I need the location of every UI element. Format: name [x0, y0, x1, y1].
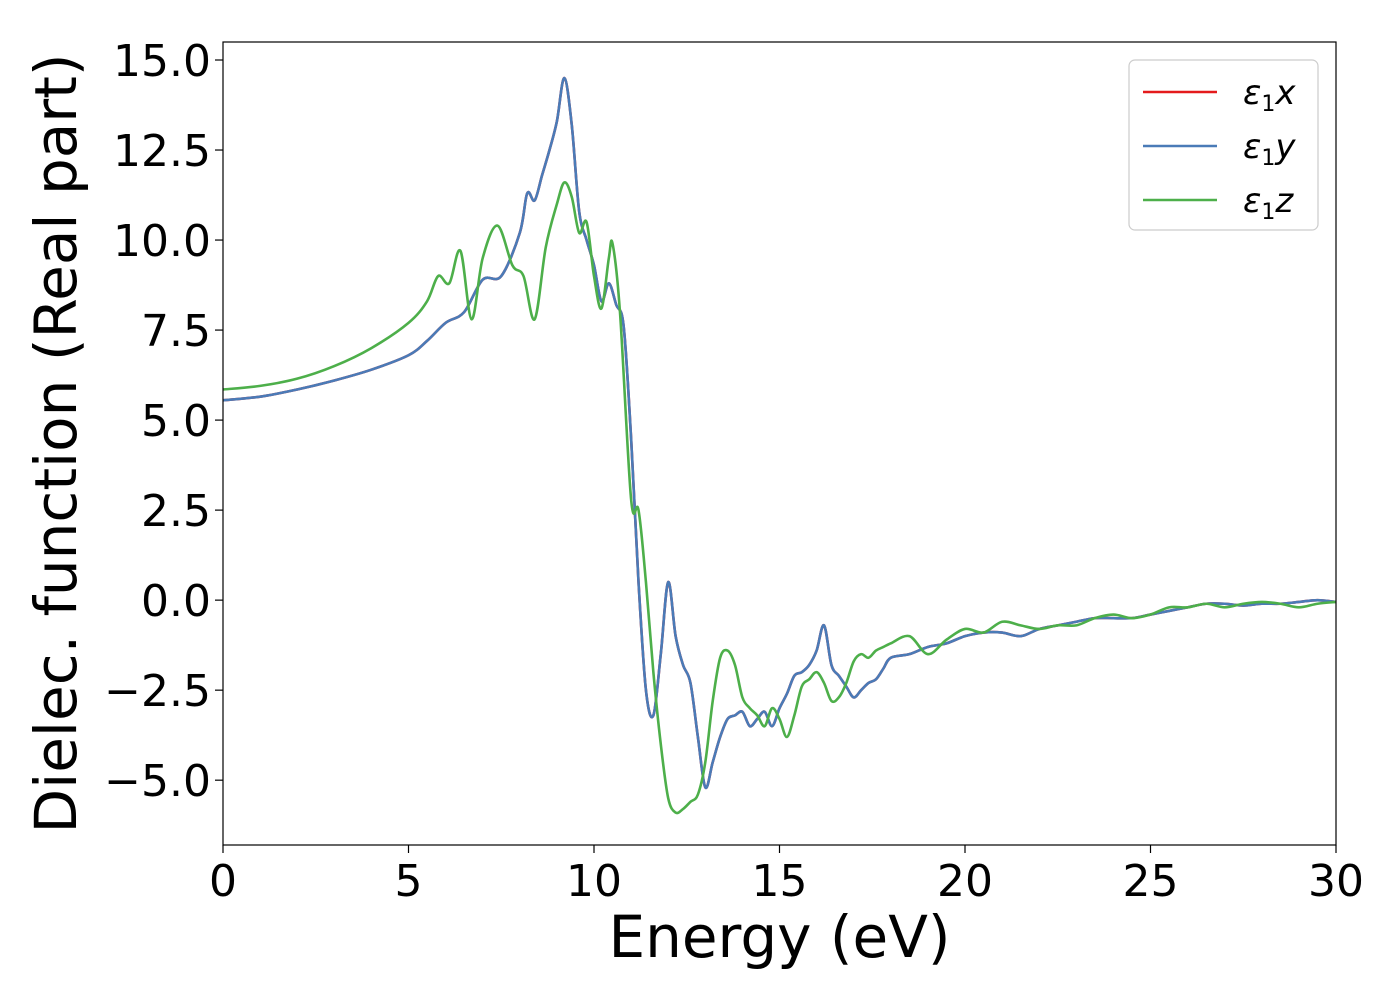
y-axis: −5.0 −2.5 0.0 2.5 5.0 7.5 10.0 12.5 15.0 [104, 36, 223, 807]
x-tick-label: 15 [752, 856, 808, 907]
x-tick-label: 20 [937, 856, 993, 907]
y-tick-label: 5.0 [141, 396, 211, 447]
legend: ε1x ε1y ε1z [1128, 59, 1319, 231]
x-axis: 0 5 10 15 20 25 30 [209, 845, 1364, 907]
x-tick-label: 5 [395, 856, 423, 907]
y-tick-label: 7.5 [141, 306, 211, 357]
y-axis-label: Dielec. function (Real part) [22, 53, 90, 833]
x-tick-label: 25 [1123, 856, 1179, 907]
legend-label-x: ε1x [1243, 73, 1296, 117]
x-tick-label: 10 [566, 856, 622, 907]
x-tick-label: 0 [209, 856, 237, 907]
legend-label-y: ε1y [1243, 127, 1296, 171]
series-line-y [223, 76, 1336, 790]
y-tick-label: 15.0 [113, 36, 211, 87]
legend-box [1128, 59, 1319, 231]
y-tick-label: 2.5 [141, 486, 211, 537]
y-tick-label: 0.0 [141, 576, 211, 627]
series-line-z [223, 181, 1336, 815]
y-tick-label: −5.0 [104, 756, 211, 807]
y-tick-label: −2.5 [104, 666, 211, 717]
x-axis-label: Energy (eV) [608, 903, 950, 971]
y-tick-label: 10.0 [113, 216, 211, 267]
legend-label-z: ε1z [1243, 181, 1294, 225]
y-tick-label: 12.5 [113, 126, 211, 177]
x-tick-label: 30 [1308, 856, 1364, 907]
